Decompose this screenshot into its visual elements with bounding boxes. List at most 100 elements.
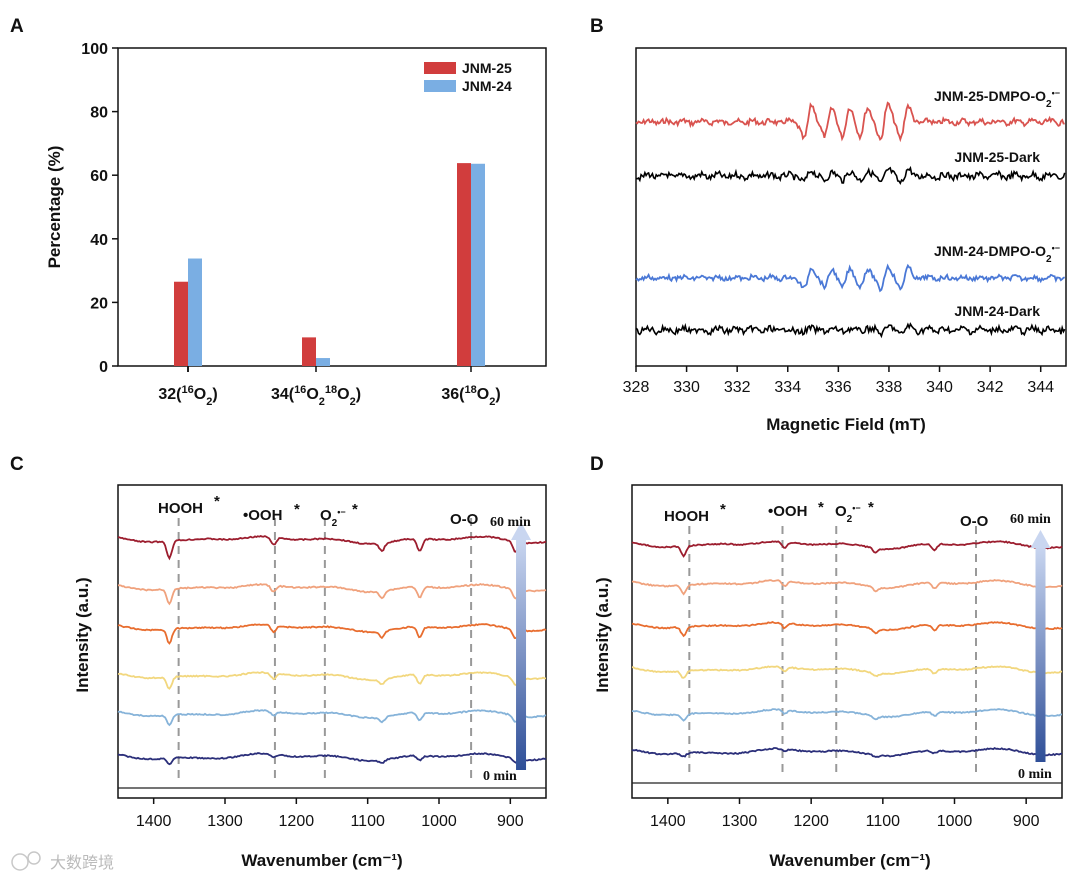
trace-jnm25-dmpo xyxy=(635,101,1065,143)
y-tick-label: 40 xyxy=(90,232,108,249)
annotation-star: * xyxy=(214,493,220,510)
time-arrow-shaft xyxy=(516,538,527,770)
panel-d-label: D xyxy=(590,454,604,475)
x-tick-label: 1100 xyxy=(350,813,385,830)
trace-jnm24-dmpo xyxy=(635,263,1066,293)
ir-trace xyxy=(117,623,547,645)
trace-label-jnm24-dark: JNM-24-Dark xyxy=(954,303,1040,319)
ir-trace xyxy=(632,708,1062,722)
time-label-top: 60 min xyxy=(490,515,531,530)
legend-label-jnm25: JNM-25 xyxy=(462,60,512,76)
x-tick-label: 1400 xyxy=(136,813,172,830)
legend-swatch-jnm25 xyxy=(424,62,456,74)
ir-trace xyxy=(631,665,1063,679)
x-tick-label: 1400 xyxy=(650,813,686,830)
panel-c-marker-lines xyxy=(177,518,473,780)
bar-jnm-25 xyxy=(174,281,188,366)
panel-d-time-arrow xyxy=(1030,530,1051,762)
panel-a-frame xyxy=(117,47,547,367)
ir-trace xyxy=(118,582,547,606)
panel-b: B 328 330 332 334 336 338 340 342 344 Magnetic F… xyxy=(590,16,1067,434)
time-arrow-head xyxy=(1030,530,1051,548)
panel-c-x-axis-title: Wavenumber (cm⁻¹) xyxy=(241,851,402,870)
watermark: 大数跨境 xyxy=(11,851,114,872)
watermark-text: 大数跨境 xyxy=(50,853,114,872)
panel-a-y-ticks: 0 20 40 60 80 100 xyxy=(81,41,118,376)
y-tick-label: 60 xyxy=(90,168,108,185)
ir-trace xyxy=(117,535,547,561)
annotation-o-o: O-O xyxy=(450,511,479,528)
time-arrow-head xyxy=(511,522,532,540)
panel-c-label: C xyxy=(10,454,24,475)
panel-b-x-axis-title: Magnetic Field (mT) xyxy=(766,415,926,434)
watermark-logo-icon xyxy=(11,853,29,871)
y-tick-label: 0 xyxy=(99,359,108,376)
legend-label-jnm24: JNM-24 xyxy=(462,78,512,94)
watermark-logo-icon xyxy=(27,851,41,865)
x-tick-label: 340 xyxy=(926,379,953,396)
time-label-bottom: 0 min xyxy=(1018,767,1052,782)
ir-trace xyxy=(117,709,547,727)
time-label-top: 60 min xyxy=(1010,512,1051,527)
annotation-ooh: •OOH xyxy=(768,503,807,520)
trace-label-jnm25-dark: JNM-25-Dark xyxy=(954,149,1040,165)
panel-a-bars xyxy=(174,163,485,372)
x-tick-label: 900 xyxy=(1013,813,1040,830)
annotation-hooh: HOOH xyxy=(158,500,203,517)
x-tick-label: 900 xyxy=(497,813,524,830)
panel-b-frame xyxy=(635,47,1067,367)
panel-a-category-label: 36(18O2) xyxy=(441,384,500,408)
x-tick-label: 1200 xyxy=(793,813,829,830)
bar-jnm-24 xyxy=(471,163,485,366)
bar-jnm-25 xyxy=(457,163,471,366)
ir-trace xyxy=(117,752,547,766)
trace-jnm25-dark xyxy=(635,165,1066,185)
annotation-star: * xyxy=(868,499,874,516)
panel-c: C 1400 1300 1200 1100 1000 900 Wavenumber (cm… xyxy=(10,454,547,870)
panel-a-y-axis-title: Percentage (%) xyxy=(45,146,64,269)
time-arrow-shaft xyxy=(1035,546,1046,762)
x-tick-label: 334 xyxy=(774,379,801,396)
panel-b-traces xyxy=(635,101,1066,339)
ir-trace xyxy=(117,671,546,690)
annotation-star: * xyxy=(720,501,726,518)
x-tick-label: 328 xyxy=(623,379,650,396)
panel-d-marker-lines xyxy=(688,526,977,772)
y-tick-label: 20 xyxy=(90,295,108,312)
legend-swatch-jnm24 xyxy=(424,80,456,92)
x-tick-label: 332 xyxy=(724,379,751,396)
x-tick-label: 344 xyxy=(1027,379,1054,396)
panel-c-traces xyxy=(117,535,547,789)
ir-trace xyxy=(631,540,1063,558)
annotation-ooh: •OOH xyxy=(243,507,282,524)
bar-jnm-24 xyxy=(316,358,330,366)
annotation-star: * xyxy=(294,501,300,518)
ir-trace xyxy=(631,747,1063,758)
annotation-superoxide: O2•− xyxy=(835,503,861,525)
x-tick-label: 1000 xyxy=(421,813,457,830)
x-tick-label: 336 xyxy=(825,379,852,396)
panel-d-x-axis-title: Wavenumber (cm⁻¹) xyxy=(769,851,930,870)
panel-a-category-label: 32(16O2) xyxy=(158,384,217,408)
panel-d-y-axis-title: Intensity (a.u.) xyxy=(593,577,612,692)
y-tick-label: 100 xyxy=(81,41,108,58)
x-tick-label: 1200 xyxy=(279,813,315,830)
panel-a-label: A xyxy=(10,16,24,37)
x-tick-label: 1300 xyxy=(722,813,758,830)
annotation-hooh: HOOH xyxy=(664,508,709,525)
y-tick-label: 80 xyxy=(90,105,108,122)
x-tick-label: 1000 xyxy=(937,813,973,830)
x-tick-label: 330 xyxy=(673,379,700,396)
annotation-star: * xyxy=(352,501,358,518)
bar-jnm-25 xyxy=(302,337,316,366)
x-tick-label: 1100 xyxy=(866,813,901,830)
x-tick-label: 338 xyxy=(876,379,903,396)
panel-c-x-ticks: 1400 1300 1200 1100 1000 900 xyxy=(136,798,524,830)
x-tick-label: 1300 xyxy=(207,813,243,830)
trace-jnm24-dark xyxy=(635,322,1066,339)
panel-c-frame xyxy=(117,484,547,799)
panel-c-time-arrow xyxy=(511,522,532,770)
panel-c-y-axis-title: Intensity (a.u.) xyxy=(73,577,92,692)
trace-label-jnm24-dmpo: JNM-24-DMPO-O2•− xyxy=(934,243,1060,265)
panel-a: A 0 20 40 60 80 100 Percentage (%) 32(16O2) 3… xyxy=(10,16,547,408)
